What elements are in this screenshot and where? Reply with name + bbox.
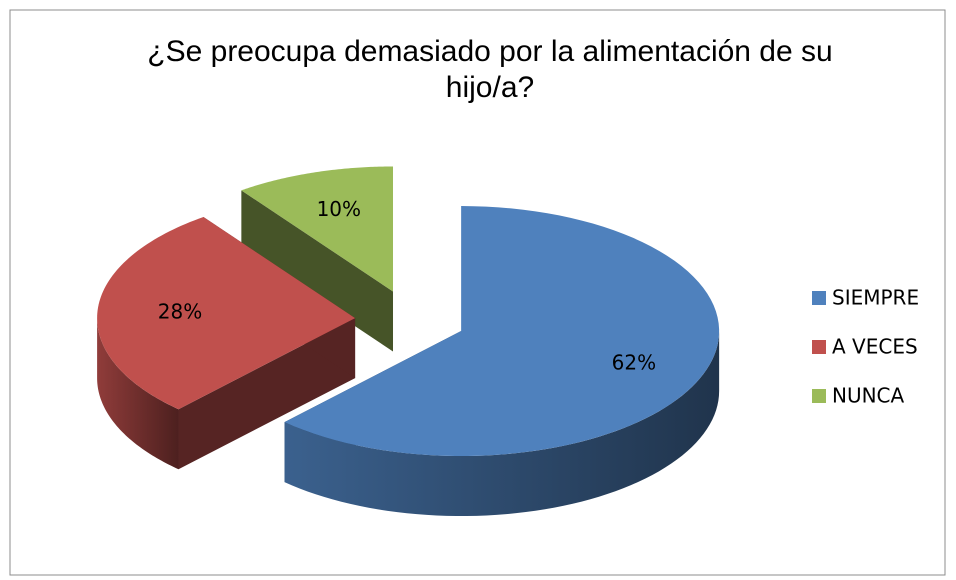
legend-swatch <box>812 291 826 305</box>
slice-wall <box>284 331 720 517</box>
legend-swatch <box>812 389 826 403</box>
legend-label: SIEMPRE <box>832 286 919 310</box>
pie-slice <box>284 206 720 517</box>
pie-slice <box>241 166 394 352</box>
pie-slice <box>97 216 356 470</box>
data-label: 10% <box>317 197 361 221</box>
legend-swatch <box>812 340 826 354</box>
slice-top <box>241 166 394 292</box>
data-label: 62% <box>612 351 656 375</box>
slice-side <box>178 318 356 470</box>
slice-wall <box>97 318 179 470</box>
legend-label: NUNCA <box>832 384 905 408</box>
slice-top <box>97 216 356 410</box>
slice-top <box>284 206 720 457</box>
slice-side <box>241 190 394 352</box>
chart-title: ¿Se preocupa demasiado por la alimentaci… <box>147 35 833 104</box>
legend-label: A VECES <box>832 335 918 359</box>
data-label: 28% <box>158 299 202 323</box>
chart-border <box>9 9 946 576</box>
